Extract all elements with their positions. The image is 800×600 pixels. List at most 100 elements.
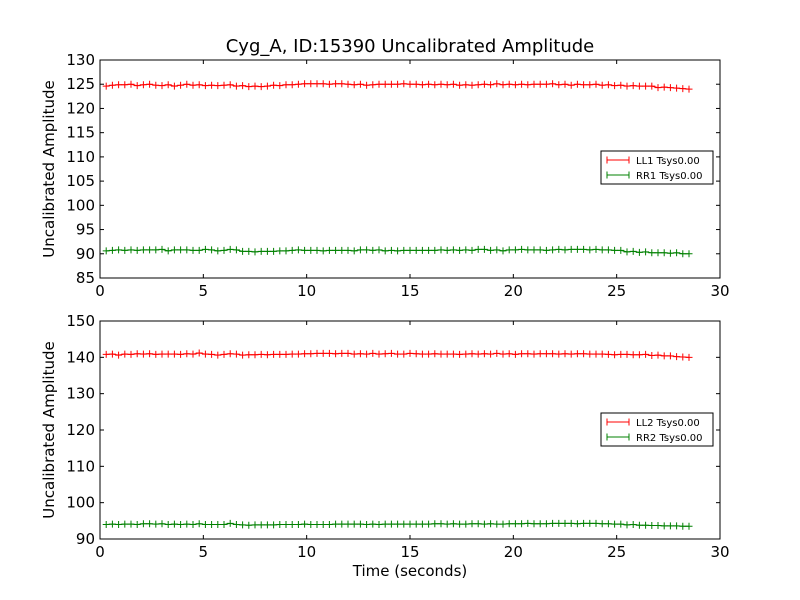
data-point-marker: [611, 351, 619, 359]
data-point-marker: [301, 350, 309, 358]
data-point-marker: [307, 80, 315, 88]
data-point-marker: [425, 520, 433, 528]
data-point-marker: [493, 349, 501, 357]
data-point-marker: [635, 248, 643, 256]
legend-entry-label: RR2 Tsys0.00: [636, 433, 703, 444]
data-point-marker: [518, 80, 526, 88]
data-point-marker: [642, 248, 650, 256]
data-point-marker: [214, 247, 222, 255]
data-point-marker: [536, 80, 544, 88]
data-point-marker: [276, 350, 284, 358]
data-point-marker: [573, 350, 581, 358]
data-point-marker: [573, 80, 581, 88]
data-point-marker: [580, 350, 588, 358]
data-point-marker: [158, 82, 166, 90]
data-point-marker: [251, 248, 259, 256]
y-tick-label: 130: [66, 51, 95, 69]
data-point-marker: [412, 246, 420, 254]
data-point-marker: [604, 246, 612, 254]
data-point-marker: [338, 520, 346, 528]
data-point-marker: [468, 350, 476, 358]
data-point-marker: [673, 249, 681, 257]
data-point-marker: [127, 350, 135, 358]
data-point-marker: [449, 246, 457, 254]
data-point-marker: [505, 350, 513, 358]
data-point-marker: [201, 245, 209, 253]
data-point-marker: [177, 520, 185, 528]
data-point-marker: [499, 350, 507, 358]
data-point-marker: [437, 520, 445, 528]
data-point-marker: [456, 81, 464, 89]
y-tick-label: 115: [66, 124, 95, 142]
data-point-marker: [611, 520, 619, 528]
data-point-marker: [139, 520, 147, 528]
data-point-marker: [642, 82, 650, 90]
data-point-marker: [487, 520, 495, 528]
data-point-marker: [226, 519, 234, 527]
data-point-marker: [108, 246, 116, 254]
data-point-marker: [511, 350, 519, 358]
data-point-marker: [673, 353, 681, 361]
data-point-marker: [418, 520, 426, 528]
data-point-marker: [183, 246, 191, 254]
data-point-marker: [146, 80, 154, 88]
data-point-marker: [338, 349, 346, 357]
data-point-marker: [412, 350, 420, 358]
data-point-marker: [580, 81, 588, 89]
data-point-marker: [363, 520, 371, 528]
data-point-marker: [660, 352, 668, 360]
data-point-marker: [189, 246, 197, 254]
bottom-subplot: 0 5 10 15 20 25 30 90 100 110 120 130 140 150 Uncalibr…: [40, 312, 730, 580]
data-point-marker: [363, 81, 371, 89]
data-point-marker: [673, 522, 681, 530]
data-point-marker: [133, 350, 141, 358]
data-point-marker: [344, 520, 352, 528]
data-point-marker: [480, 350, 488, 358]
data-point-marker: [524, 81, 532, 89]
data-point-marker: [245, 247, 253, 255]
data-point-marker: [214, 351, 222, 359]
data-point-marker: [474, 520, 482, 528]
data-point-marker: [263, 82, 271, 90]
data-point-marker: [598, 520, 606, 528]
data-point-marker: [195, 349, 203, 357]
data-point-marker: [164, 81, 172, 89]
data-point-marker: [170, 520, 178, 528]
data-point-marker: [263, 521, 271, 529]
data-point-marker: [294, 246, 302, 254]
data-point-marker: [685, 250, 693, 258]
data-point-marker: [115, 81, 123, 89]
data-point-marker: [418, 81, 426, 89]
data-point-marker: [394, 520, 402, 528]
data-point-marker: [518, 350, 526, 358]
data-point-marker: [567, 519, 575, 527]
data-point-marker: [232, 350, 240, 358]
data-point-marker: [387, 349, 395, 357]
data-point-marker: [629, 247, 637, 255]
y-tick-label: 100: [66, 494, 95, 512]
data-point-marker: [319, 520, 327, 528]
data-point-marker: [195, 246, 203, 254]
data-point-marker: [146, 520, 154, 528]
data-point-marker: [654, 351, 662, 359]
data-point-marker: [623, 521, 631, 529]
data-point-marker: [369, 349, 377, 357]
data-point-marker: [406, 520, 414, 528]
data-point-marker: [338, 246, 346, 254]
data-point-marker: [449, 80, 457, 88]
x-tick-label: 20: [504, 543, 523, 561]
data-point-marker: [127, 246, 135, 254]
x-tick-label: 25: [607, 282, 626, 300]
data-point-marker: [474, 350, 482, 358]
data-point-marker: [598, 350, 606, 358]
data-point-marker: [561, 246, 569, 254]
data-point-marker: [679, 250, 687, 258]
data-point-marker: [592, 245, 600, 253]
data-point-marker: [369, 520, 377, 528]
data-point-marker: [623, 248, 631, 256]
data-point-marker: [511, 520, 519, 528]
data-point-marker: [164, 350, 172, 358]
data-point-marker: [369, 246, 377, 254]
data-point-marker: [580, 519, 588, 527]
data-point-marker: [487, 81, 495, 89]
